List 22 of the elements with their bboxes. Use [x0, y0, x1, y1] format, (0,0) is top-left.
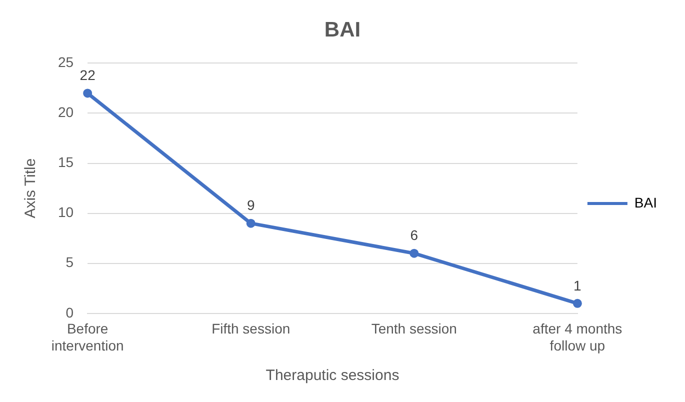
- y-tick-label: 25: [58, 54, 74, 70]
- data-label: 1: [574, 277, 582, 294]
- legend-label: BAI: [634, 194, 658, 210]
- x-tick-label: Fifth session: [212, 320, 290, 337]
- y-tick-label: 5: [66, 254, 74, 270]
- y-axis-title: Axis Title: [22, 158, 40, 218]
- data-label: 9: [246, 197, 255, 214]
- x-tick-label: Tenth session: [371, 320, 457, 337]
- point: [410, 248, 419, 258]
- point: [246, 218, 256, 228]
- x-axis-title: Theraputic sessions: [266, 367, 400, 384]
- data-label: 6: [410, 227, 418, 244]
- y-tick-label: 20: [58, 104, 74, 120]
- y-tick-label: 0: [66, 304, 74, 320]
- y-tick-label: 10: [58, 204, 74, 220]
- chart-title: BAI: [324, 18, 361, 42]
- y-tick-label: 15: [58, 154, 74, 170]
- point: [572, 298, 582, 308]
- point: [83, 88, 92, 98]
- x-tick-label: after 4 months follow up: [532, 320, 622, 354]
- x-tick-label: Before intervention: [51, 320, 124, 354]
- data-label: 22: [80, 67, 96, 84]
